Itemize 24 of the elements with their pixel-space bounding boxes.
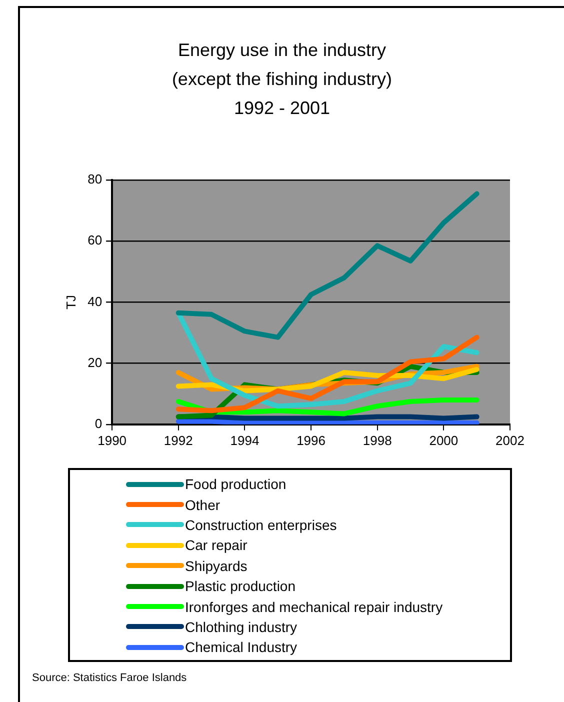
legend-label: Chlothing industry	[185, 618, 298, 635]
y-tick-label: 40	[88, 294, 102, 309]
x-tick-label: 2000	[429, 432, 458, 448]
legend-label: Construction enterprises	[185, 516, 337, 533]
legend-label: Chemical Industry	[185, 639, 298, 656]
x-tick-label: 1998	[362, 432, 392, 448]
x-tick-label: 1994	[230, 432, 260, 448]
legend-label: Food production	[185, 476, 286, 492]
y-axis-title: TJ	[63, 294, 78, 310]
x-tick-label: 1996	[296, 432, 326, 448]
y-tick-label: 0	[94, 416, 102, 431]
x-tick-label: 1990	[98, 432, 127, 448]
x-tick-label: 1992	[164, 432, 193, 448]
legend-label: Shipyards	[185, 558, 248, 574]
y-tick-label: 20	[88, 354, 102, 370]
legend-label: Other	[185, 496, 220, 513]
x-tick-label: 2002	[496, 432, 524, 448]
source-note: Source: Statistics Faroe Islands	[32, 672, 187, 684]
legend-label: Ironforges and mechanical repair industry	[185, 598, 443, 615]
legend-label: Plastic production	[185, 578, 296, 594]
chart-title: Energy use in the industry (except the fishing industry) 1992 - 2001	[170, 39, 394, 120]
y-tick-label: 60	[88, 232, 102, 248]
legend-label: Car repair	[185, 537, 248, 554]
y-tick-label: 80	[88, 172, 102, 187]
